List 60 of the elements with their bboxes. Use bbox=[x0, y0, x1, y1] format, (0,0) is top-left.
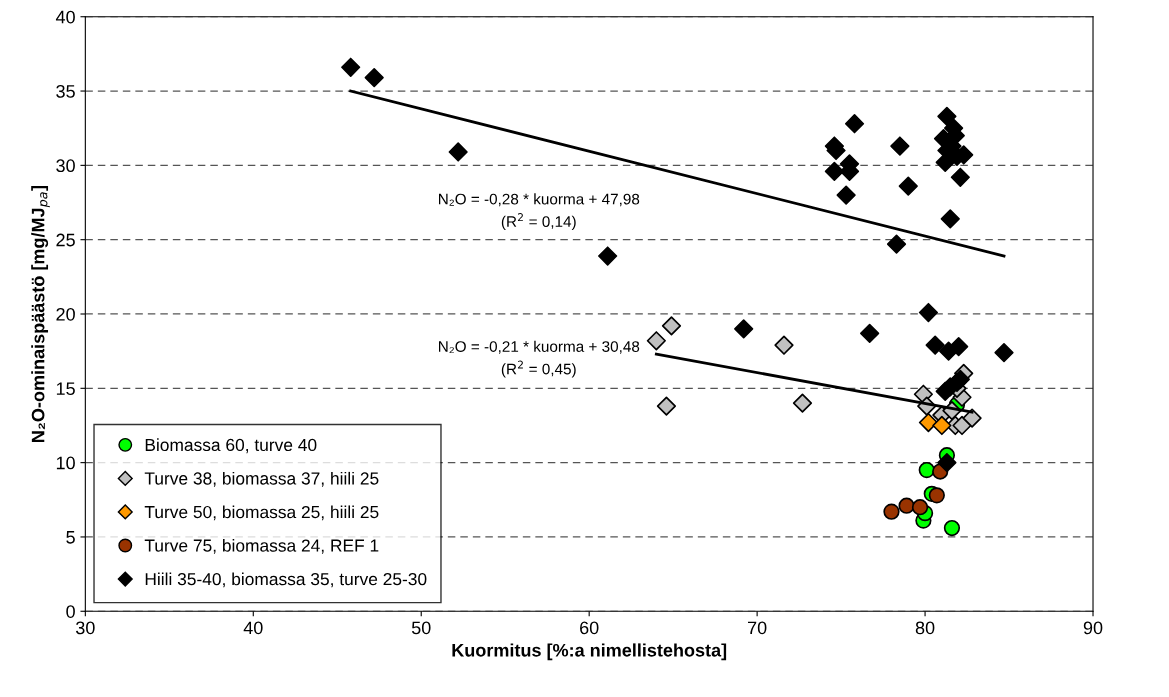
point bbox=[836, 185, 856, 205]
point bbox=[341, 57, 361, 77]
point bbox=[860, 323, 880, 343]
y-tick-label: 25 bbox=[56, 233, 75, 247]
point bbox=[824, 161, 844, 181]
point bbox=[898, 176, 918, 196]
x-tick-label: 50 bbox=[411, 621, 431, 635]
point bbox=[844, 114, 865, 134]
point bbox=[898, 497, 915, 514]
legend-label: Turve 75, biomassa 24, REF 1 bbox=[144, 538, 379, 554]
point bbox=[928, 487, 945, 504]
point bbox=[940, 209, 960, 229]
point bbox=[886, 234, 907, 254]
y-axis-title: N₂O-ominaispäästö [mg/MJ$_{pa}$] bbox=[31, 186, 50, 442]
x-tick-label: 70 bbox=[748, 621, 767, 635]
point bbox=[661, 316, 682, 336]
y-tick-label: 5 bbox=[66, 531, 75, 544]
x-tick-label: 90 bbox=[1083, 621, 1103, 635]
point bbox=[774, 335, 794, 355]
legend-label: Turve 50, biomassa 25, hiili 25 bbox=[144, 505, 379, 521]
point bbox=[937, 106, 957, 126]
legend-label: Turve 38, biomassa 37, hiili 25 bbox=[144, 471, 379, 487]
point bbox=[792, 393, 813, 413]
point bbox=[949, 337, 969, 357]
point bbox=[952, 415, 972, 436]
point bbox=[883, 503, 900, 520]
point bbox=[918, 461, 935, 479]
annotation: N₂O = -0,21 * kuorma + 30,48 (R$^{2}$ = 0,45) bbox=[439, 340, 640, 378]
point bbox=[734, 319, 754, 339]
point bbox=[890, 136, 910, 156]
point bbox=[937, 453, 957, 473]
x-tick-label: 40 bbox=[243, 621, 263, 635]
y-tick-label: 15 bbox=[56, 382, 75, 396]
x-tick-label: 80 bbox=[915, 621, 935, 635]
y-tick-label: 30 bbox=[56, 159, 75, 173]
y-tick-label: 0 bbox=[66, 605, 75, 618]
x-tick-label: 30 bbox=[75, 621, 95, 635]
annotation: N₂O = -0,28 * kuorma + 47,98 (R$^{2}$ = 0,14) bbox=[439, 193, 640, 231]
point bbox=[918, 412, 939, 433]
y-tick-label: 40 bbox=[55, 10, 75, 24]
point bbox=[656, 396, 677, 416]
point bbox=[911, 499, 929, 516]
point bbox=[962, 408, 982, 428]
y-tick-label: 10 bbox=[56, 456, 75, 470]
y-tick-label: 20 bbox=[56, 307, 75, 321]
x-tick-label: 60 bbox=[580, 621, 599, 635]
point bbox=[943, 519, 961, 537]
point bbox=[932, 415, 952, 436]
x-axis-title: Kuormitus [%:a nimellistehosta] bbox=[452, 643, 727, 661]
point bbox=[994, 343, 1014, 363]
point bbox=[448, 142, 468, 162]
point bbox=[918, 302, 939, 323]
y-tick-label: 35 bbox=[56, 84, 75, 98]
point bbox=[950, 167, 970, 187]
point bbox=[925, 335, 945, 355]
legend-label: Biomassa 60, turve 40 bbox=[145, 438, 317, 454]
point bbox=[646, 331, 666, 351]
legend-label: Hiili 35-40, biomassa 35, turve 25-30 bbox=[145, 572, 427, 588]
point bbox=[598, 246, 618, 266]
point bbox=[364, 68, 384, 88]
